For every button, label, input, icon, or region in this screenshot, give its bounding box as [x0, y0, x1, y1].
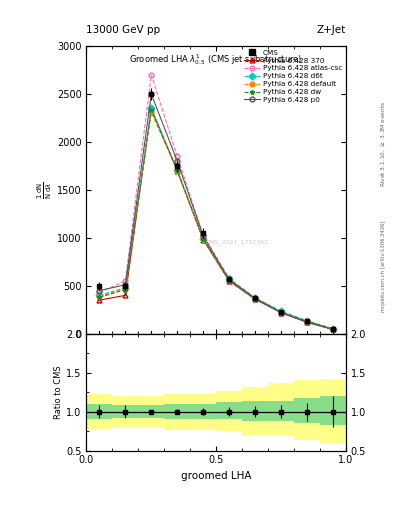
Text: CMS_2021_1752362: CMS_2021_1752362 [205, 239, 268, 245]
Pythia 6.428 p0 [279, 310, 283, 316]
Text: Groomed LHA $\lambda^{1}_{0.5}$ (CMS jet substructure): Groomed LHA $\lambda^{1}_{0.5}$ (CMS jet… [129, 52, 303, 67]
Pythia 6.428 370 [305, 319, 309, 325]
Pythia 6.428 d6t [305, 317, 309, 324]
Pythia 6.428 atlas-csc [227, 275, 231, 281]
Pythia 6.428 dw [227, 276, 231, 283]
Pythia 6.428 370 [149, 105, 154, 112]
Pythia 6.428 d6t [97, 292, 102, 298]
Pythia 6.428 d6t [253, 295, 257, 301]
Line: Pythia 6.428 370: Pythia 6.428 370 [97, 106, 335, 332]
Pythia 6.428 default [279, 309, 283, 315]
Pythia 6.428 default [123, 286, 128, 292]
Line: Pythia 6.428 dw: Pythia 6.428 dw [97, 108, 335, 331]
Pythia 6.428 dw [175, 167, 180, 174]
Pythia 6.428 dw [279, 309, 283, 315]
Pythia 6.428 default [175, 167, 180, 174]
Pythia 6.428 370 [175, 167, 180, 174]
Pythia 6.428 p0 [253, 295, 257, 302]
Line: Pythia 6.428 d6t: Pythia 6.428 d6t [97, 106, 335, 331]
Pythia 6.428 d6t [175, 167, 180, 173]
Pythia 6.428 atlas-csc [253, 295, 257, 301]
Line: Pythia 6.428 atlas-csc: Pythia 6.428 atlas-csc [97, 72, 335, 332]
Pythia 6.428 default [253, 295, 257, 302]
Pythia 6.428 atlas-csc [123, 278, 128, 284]
Pythia 6.428 d6t [279, 308, 283, 314]
Pythia 6.428 370 [279, 310, 283, 316]
Text: Z+Jet: Z+Jet [317, 25, 346, 35]
Pythia 6.428 d6t [201, 236, 206, 242]
Legend: CMS, Pythia 6.428 370, Pythia 6.428 atlas-csc, Pythia 6.428 d6t, Pythia 6.428 de: CMS, Pythia 6.428 370, Pythia 6.428 atla… [242, 48, 343, 104]
Pythia 6.428 370 [97, 297, 102, 303]
Pythia 6.428 p0 [305, 319, 309, 325]
Pythia 6.428 p0 [123, 282, 128, 288]
Text: 13000 GeV pp: 13000 GeV pp [86, 25, 161, 35]
Y-axis label: Ratio to CMS: Ratio to CMS [55, 366, 63, 419]
Pythia 6.428 atlas-csc [331, 326, 335, 332]
Pythia 6.428 dw [97, 294, 102, 301]
Pythia 6.428 dw [201, 236, 206, 242]
Pythia 6.428 default [227, 278, 231, 284]
Pythia 6.428 370 [123, 292, 128, 298]
Pythia 6.428 370 [227, 278, 231, 284]
Pythia 6.428 d6t [331, 326, 335, 332]
Pythia 6.428 d6t [227, 276, 231, 282]
Pythia 6.428 dw [253, 295, 257, 301]
Y-axis label: $\frac{1}{\mathrm{N}} \frac{\mathrm{d}\mathrm{N}}{\mathrm{d}\lambda}$: $\frac{1}{\mathrm{N}} \frac{\mathrm{d}\m… [36, 181, 54, 199]
Pythia 6.428 370 [331, 326, 335, 332]
Pythia 6.428 atlas-csc [175, 153, 180, 159]
Pythia 6.428 default [201, 236, 206, 242]
Line: Pythia 6.428 default: Pythia 6.428 default [97, 110, 335, 332]
Text: Rivet 3.1.10, $\geq$ 3.3M events: Rivet 3.1.10, $\geq$ 3.3M events [379, 100, 387, 186]
Pythia 6.428 default [331, 326, 335, 332]
Pythia 6.428 dw [331, 326, 335, 332]
Text: mcplots.cern.ch [arXiv:1306.3436]: mcplots.cern.ch [arXiv:1306.3436] [381, 221, 386, 312]
Pythia 6.428 atlas-csc [279, 309, 283, 315]
Pythia 6.428 atlas-csc [201, 232, 206, 238]
Line: Pythia 6.428 p0: Pythia 6.428 p0 [97, 92, 335, 332]
Pythia 6.428 p0 [331, 327, 335, 333]
Pythia 6.428 atlas-csc [149, 72, 154, 78]
Pythia 6.428 p0 [227, 277, 231, 283]
Pythia 6.428 d6t [149, 105, 154, 112]
Pythia 6.428 dw [123, 287, 128, 293]
Pythia 6.428 370 [253, 296, 257, 302]
Pythia 6.428 atlas-csc [305, 318, 309, 325]
Pythia 6.428 default [97, 293, 102, 300]
Pythia 6.428 p0 [97, 288, 102, 294]
Pythia 6.428 default [305, 318, 309, 325]
Pythia 6.428 dw [305, 318, 309, 324]
Pythia 6.428 d6t [123, 285, 128, 291]
Pythia 6.428 dw [149, 107, 154, 113]
Pythia 6.428 p0 [175, 158, 180, 164]
Pythia 6.428 370 [201, 237, 206, 243]
Pythia 6.428 p0 [149, 91, 154, 97]
Pythia 6.428 p0 [201, 233, 206, 239]
Pythia 6.428 default [149, 109, 154, 115]
Pythia 6.428 atlas-csc [97, 289, 102, 295]
X-axis label: groomed LHA: groomed LHA [181, 471, 252, 481]
